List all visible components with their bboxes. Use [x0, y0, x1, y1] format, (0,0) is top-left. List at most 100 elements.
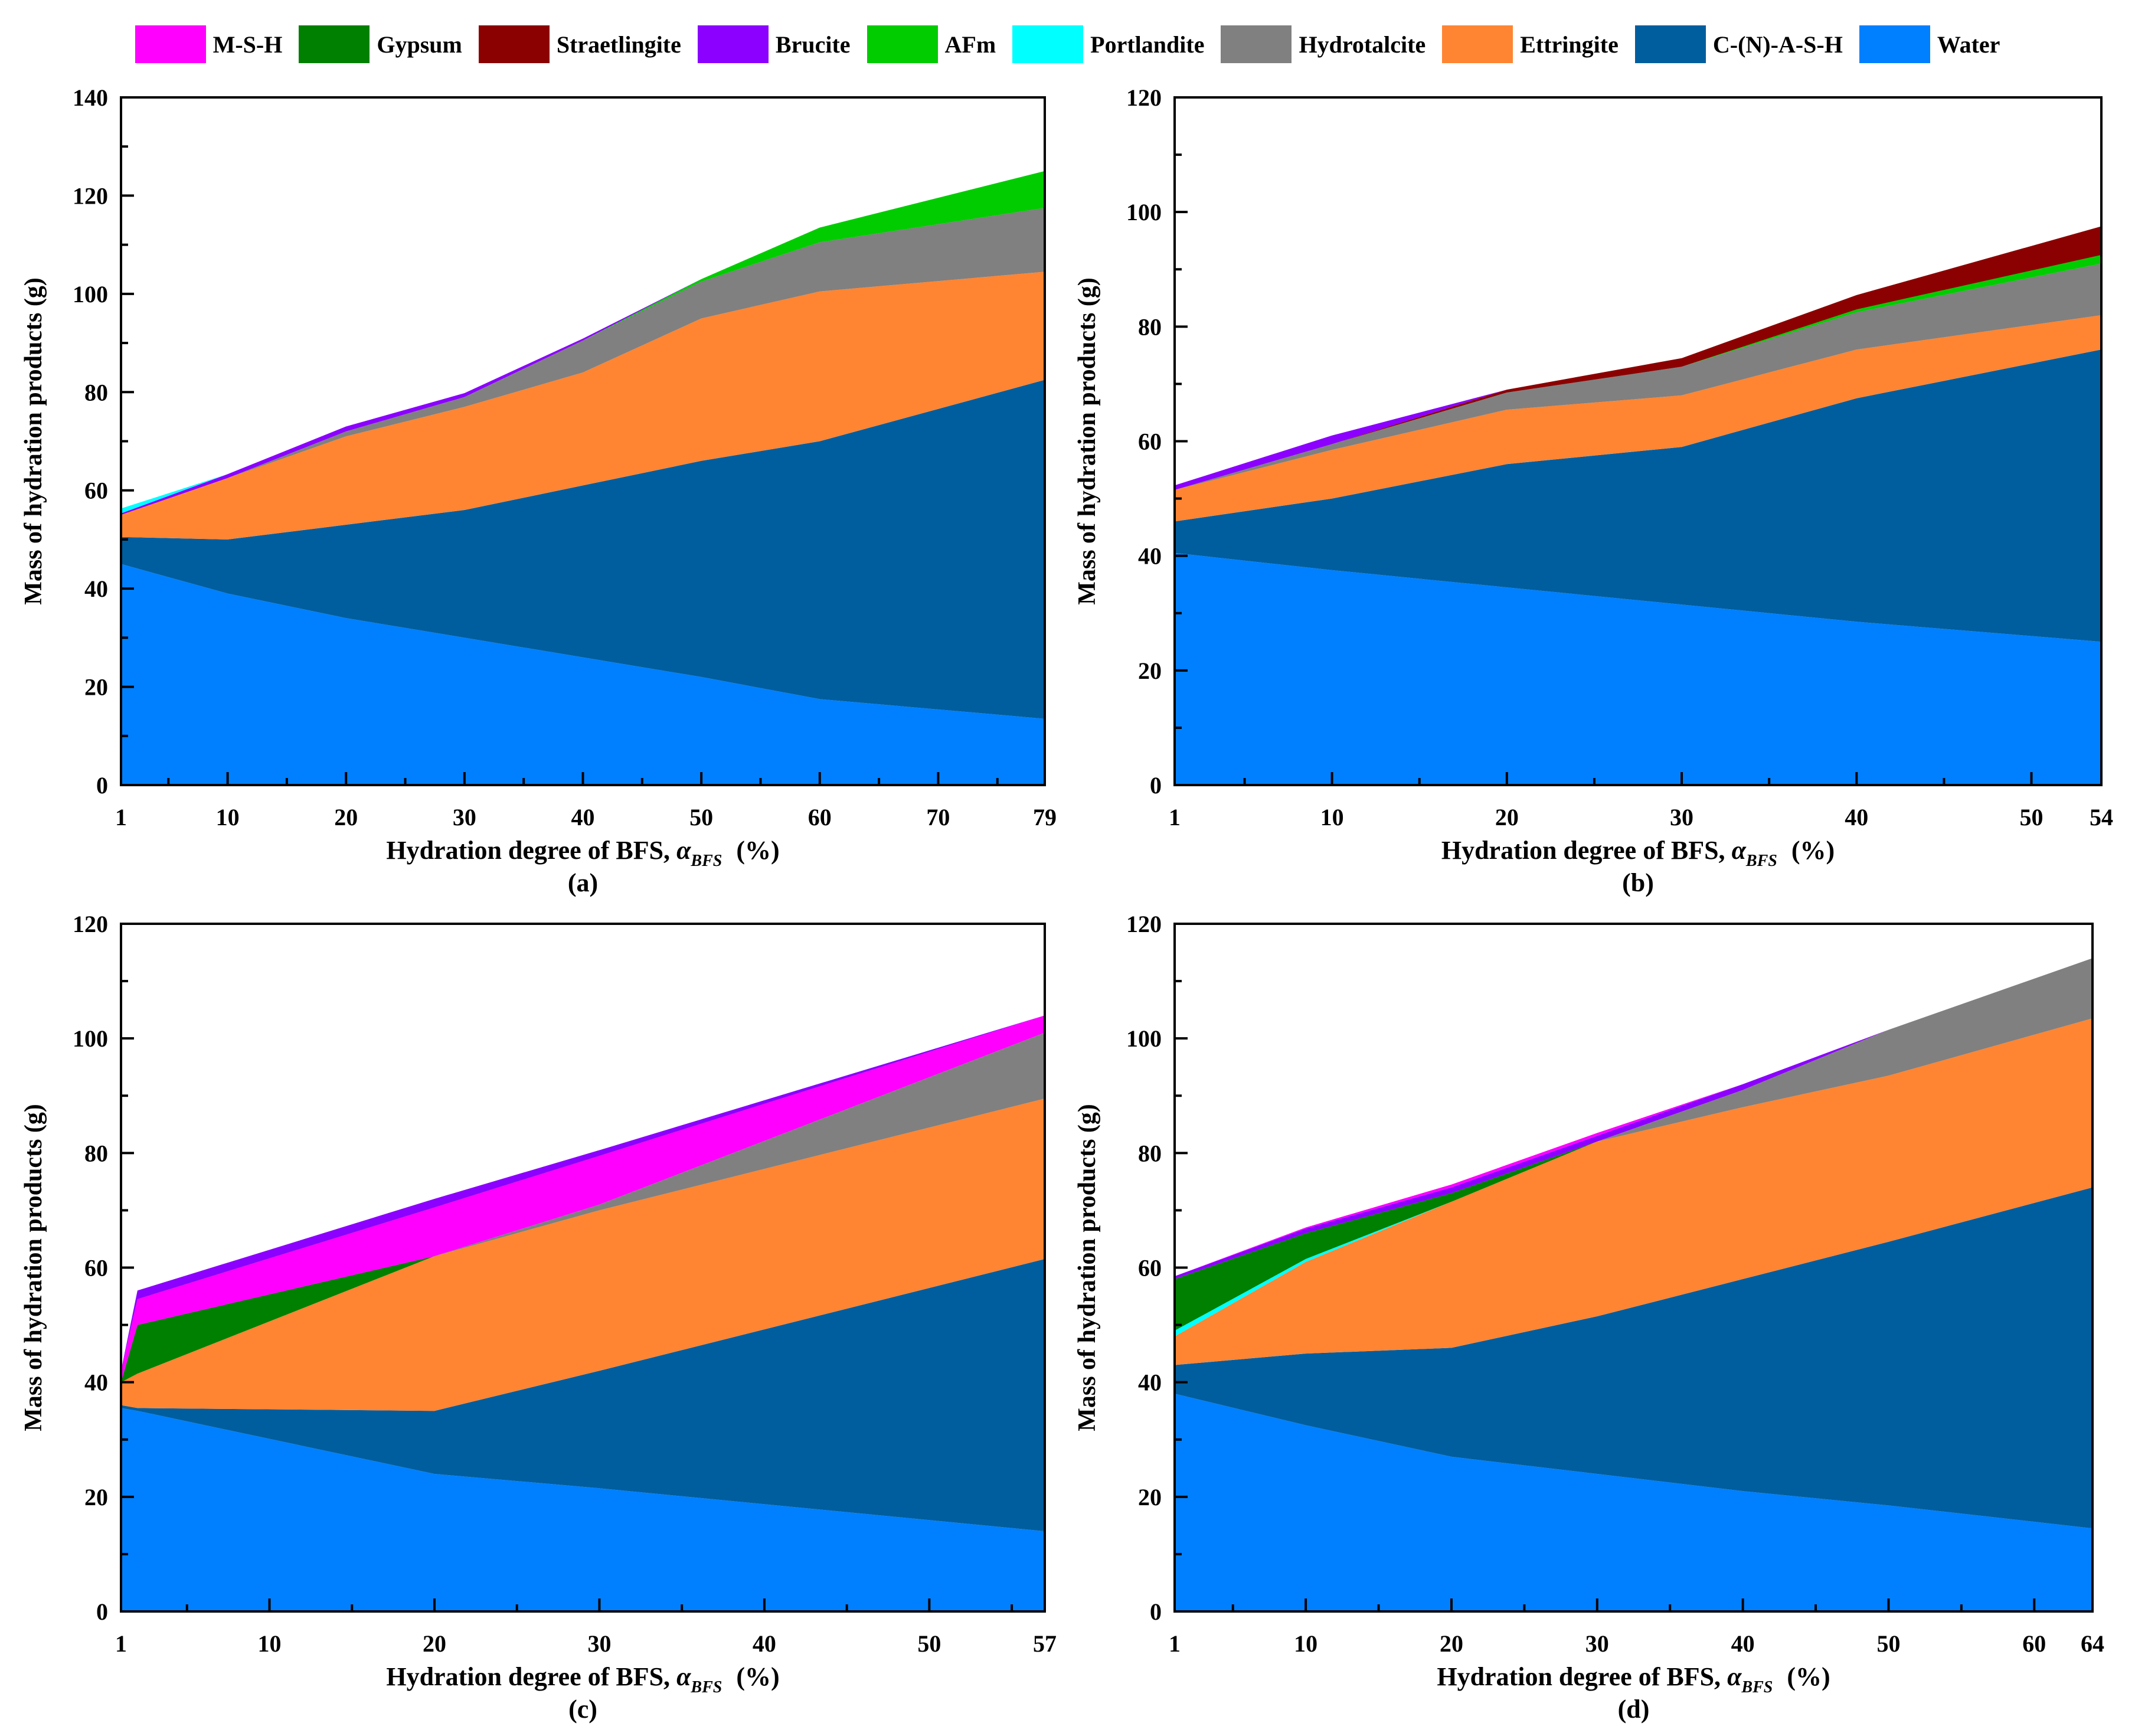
y-axis-label: Mass of hydration products (g): [20, 1104, 47, 1431]
legend-swatch: [1221, 25, 1292, 63]
y-tick-label: 80: [84, 379, 108, 406]
y-tick-label: 40: [1138, 1369, 1162, 1396]
y-axis-label: Mass of hydration products (g): [20, 277, 47, 605]
x-axis-label-text: Hydration degree of BFS,: [1441, 836, 1732, 865]
x-axis-label-subscript: BFS: [1745, 852, 1777, 870]
x-axis-label-subscript: BFS: [690, 852, 722, 870]
x-tick-label: 79: [1033, 804, 1057, 831]
y-tick-label: 20: [1138, 1484, 1162, 1511]
area-c-n-a-s-h: [121, 380, 1045, 719]
x-tick-label: 50: [689, 804, 713, 831]
area-c-n-a-s-h: [1175, 1187, 2093, 1529]
x-tick-label: 1: [115, 804, 127, 831]
y-tick-label: 100: [73, 1025, 108, 1052]
area-brucite: [1175, 958, 2093, 1279]
x-axis-label-symbol: α: [1727, 1662, 1742, 1691]
legend-swatch: [1859, 25, 1930, 63]
y-tick-label: 120: [73, 182, 108, 209]
y-tick-label: 60: [84, 1255, 108, 1281]
y-tick-label: 0: [96, 772, 108, 799]
legend-label: AFm: [944, 31, 996, 58]
legend-swatch: [135, 25, 206, 63]
area-portlandite: [121, 171, 1045, 514]
x-axis-label-unit: (%): [1787, 1662, 1830, 1691]
y-axis-label: Mass of hydration products (g): [1074, 1104, 1101, 1431]
x-tick-label: 10: [1320, 804, 1344, 831]
chart-panel-4: 0 20 40 60 80 100 120 1 10 20 30 40 50 60 64 Mass of hy…: [1074, 911, 2104, 1724]
area-ettringite: [1175, 315, 2101, 522]
area-water: [1175, 1394, 2093, 1611]
y-tick-label: 80: [1138, 313, 1162, 340]
x-tick-label: 57: [1033, 1630, 1057, 1657]
legend-label: Water: [1937, 31, 2000, 58]
area-water: [1175, 552, 2101, 785]
area-c-n-a-s-h: [1175, 349, 2101, 642]
x-axis-label-unit: (%): [1791, 836, 1835, 865]
area-m-s-h: [121, 1015, 1045, 1382]
x-tick-label: 10: [258, 1630, 282, 1657]
legend-swatch: [697, 25, 769, 63]
area-afm: [1175, 255, 2101, 490]
legend-item: AFm: [867, 25, 996, 63]
legend-swatch: [1012, 25, 1084, 63]
y-tick-label: 100: [73, 281, 108, 308]
x-axis-label-text: Hydration degree of BFS,: [386, 1662, 676, 1691]
x-axis-label: Hydration degree of BFS, αBFS (%): [1437, 1662, 1830, 1696]
x-tick-label: 40: [1731, 1630, 1755, 1657]
area-c-n-a-s-h: [121, 1258, 1045, 1532]
x-tick-label: 40: [571, 804, 595, 831]
y-tick-label: 60: [1138, 1255, 1162, 1281]
x-tick-label: 1: [1169, 804, 1181, 831]
legend-label: Gypsum: [377, 31, 462, 58]
x-tick-label: 60: [808, 804, 832, 831]
legend-item: Gypsum: [299, 25, 462, 63]
x-axis-label-text: Hydration degree of BFS,: [1437, 1662, 1727, 1691]
legend-swatch: [299, 25, 370, 63]
x-tick-label: 64: [2081, 1630, 2104, 1657]
area-water: [121, 564, 1045, 785]
area-hydrotalcite: [121, 208, 1045, 515]
area-brucite: [121, 171, 1045, 515]
x-tick-label: 30: [1585, 1630, 1609, 1657]
area-ettringite: [121, 272, 1045, 540]
legend-item: C-(N)-A-S-H: [1634, 25, 1843, 63]
legend-item: Portlandite: [1012, 25, 1204, 63]
y-tick-label: 20: [84, 674, 108, 701]
panel-label: (d): [1618, 1695, 1650, 1724]
panel-label: (c): [568, 1695, 597, 1724]
chart-panel-2: 0 20 40 60 80 100 120 1 10 20 30 40 50 54 Mass of hydr…: [1074, 84, 2113, 897]
y-tick-label: 0: [1150, 772, 1162, 799]
legend-label: M-S-H: [212, 31, 283, 58]
x-tick-label: 50: [1876, 1630, 1900, 1657]
y-tick-label: 40: [1138, 543, 1162, 570]
x-tick-label: 60: [2022, 1630, 2046, 1657]
x-axis-label-unit: (%): [736, 1662, 779, 1691]
area-afm: [121, 171, 1045, 515]
legend: M-S-H Gypsum Straetlingite Brucite AFm Portla…: [0, 0, 2135, 89]
x-tick-label: 40: [1845, 804, 1868, 831]
legend-label: Hydrotalcite: [1299, 31, 1426, 58]
legend-item: Ettringite: [1442, 25, 1619, 63]
y-tick-label: 140: [73, 84, 108, 111]
legend-item: M-S-H: [135, 25, 283, 63]
y-tick-label: 20: [1138, 658, 1162, 684]
x-tick-label: 1: [115, 1630, 127, 1657]
x-axis-label-subscript: BFS: [1741, 1678, 1773, 1696]
area-water: [121, 1408, 1045, 1611]
x-tick-label: 10: [1294, 1630, 1317, 1657]
panel-label: (a): [568, 868, 598, 897]
panel-label: (b): [1622, 868, 1654, 897]
x-axis-label-unit: (%): [736, 836, 779, 865]
x-axis-label: Hydration degree of BFS, αBFS (%): [386, 1662, 779, 1696]
y-tick-label: 0: [1150, 1598, 1162, 1625]
y-tick-label: 100: [1126, 1025, 1162, 1052]
legend-label: Brucite: [775, 31, 851, 58]
y-tick-label: 80: [1138, 1140, 1162, 1166]
legend-item: Hydrotalcite: [1221, 25, 1425, 63]
chart-panel-3: 0 20 40 60 80 100 120 1 10 20 30 40 50 57 Mass of hydr…: [20, 911, 1057, 1724]
x-tick-label: 20: [334, 804, 358, 831]
legend-label: Ettringite: [1520, 31, 1619, 58]
x-tick-label: 70: [926, 804, 950, 831]
x-axis-label: Hydration degree of BFS, αBFS (%): [1441, 836, 1835, 870]
